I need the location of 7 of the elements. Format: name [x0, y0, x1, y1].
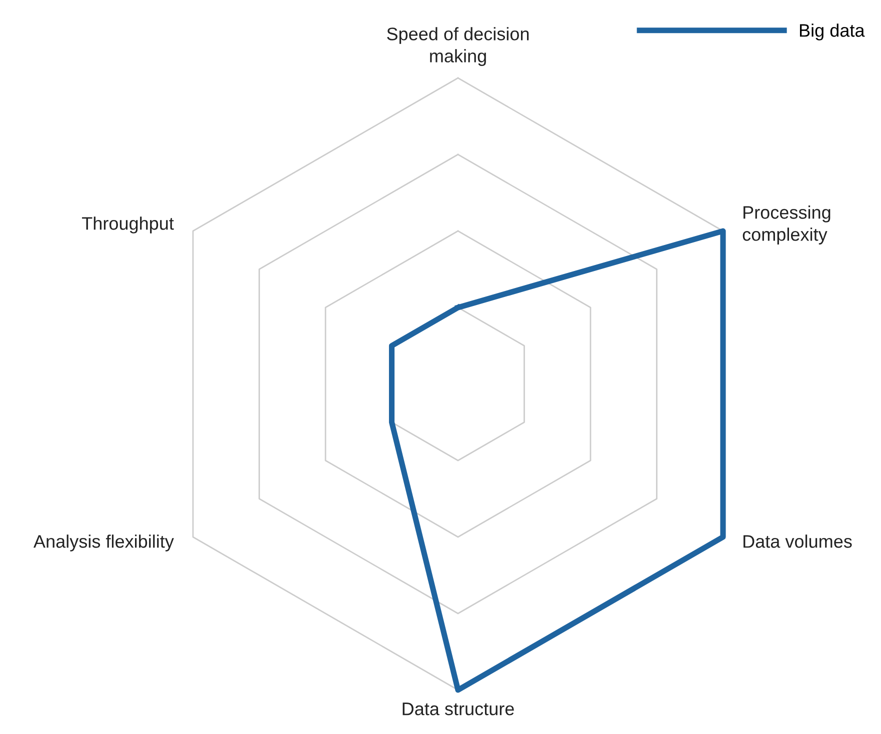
spoke-label: Data volumes: [744, 534, 852, 548]
spoke-label: Data structure: [402, 702, 514, 716]
spoke-label: Speed of decision making: [387, 27, 529, 66]
text: Big data: [800, 24, 865, 40]
spoke-label: Throughput: [82, 216, 174, 234]
spoke-label: Analysis flexibility: [34, 534, 174, 552]
spoke-label: Processing complexity: [742, 206, 830, 244]
